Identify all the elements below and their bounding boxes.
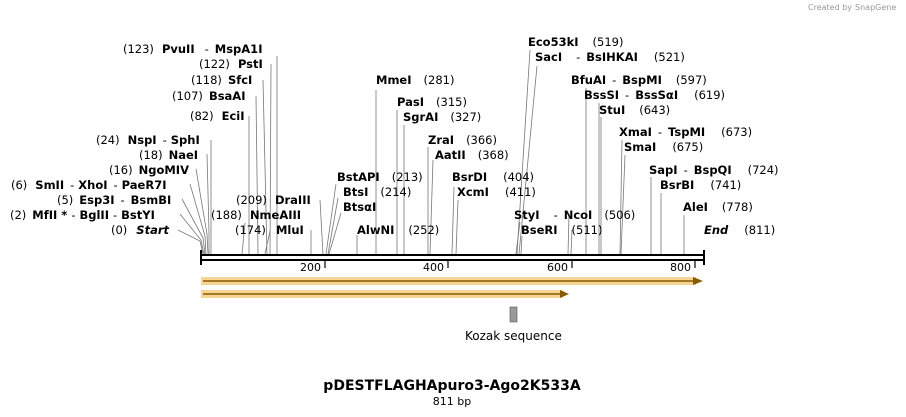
leader-bsrdi [451, 186, 455, 255]
leader-btsai [328, 212, 342, 255]
leader-xmai [619, 139, 623, 255]
site-esp3i[interactable]: (5) Esp3I - BsmBI [57, 193, 171, 207]
site-alei[interactable]: AleI (778) [683, 200, 753, 214]
leader-btsi [327, 197, 339, 255]
site-sfci[interactable]: (118) SfcI [191, 73, 252, 87]
site-naei[interactable]: (18) NaeI [139, 148, 198, 162]
site-bsaai[interactable]: (107) BsaAI [172, 89, 246, 103]
tick-label-800: 800 [670, 261, 691, 274]
leader-ncoi [567, 214, 570, 255]
leader-511 [570, 229, 573, 255]
site-saci[interactable]: SacI - BsIHKAI (521) [535, 50, 685, 64]
site-bsrbi[interactable]: BsrBI (741) [660, 178, 741, 192]
leader-naei [206, 153, 210, 254]
site-ngomiv[interactable]: (16) NgoMIV [109, 163, 189, 177]
site-btsi[interactable]: BtsI (214) [343, 185, 411, 199]
tick-label-200: 200 [300, 261, 321, 274]
leader-start [177, 229, 204, 255]
site-alwni[interactable]: AlwNI (252) [357, 223, 439, 237]
leader-esp3i [181, 198, 206, 255]
leader-bsaai [255, 95, 259, 255]
features: Kozak sequence [201, 277, 703, 343]
restriction-site-labels: (0) Start (2) MfII * - BglII - BstYI (5) Esp3I -… [10, 35, 779, 237]
site-smai[interactable]: SmaI (675) [624, 140, 703, 154]
leader-sfci [262, 79, 268, 255]
site-xcmi[interactable]: XcmI (411) [457, 185, 536, 199]
leader-mfii [179, 213, 205, 255]
backbone [200, 250, 705, 265]
site-sapi[interactable]: SapI - BspQI (724) [649, 163, 779, 177]
site-mfii[interactable]: (2) MfII * - BglII - BstYI [10, 208, 155, 222]
orf-arrow-partial[interactable] [201, 290, 569, 298]
site-xmai[interactable]: XmaI - TspMI (673) [619, 125, 752, 139]
leader-xcmi [455, 199, 459, 255]
site-btsai[interactable]: BtsαI [343, 200, 376, 214]
site-zrai[interactable]: ZraI (366) [428, 133, 497, 147]
site-bsrdi[interactable]: BsrDI (404) [452, 170, 534, 184]
leader-mlui [264, 230, 271, 255]
leader-eco53ki [516, 49, 531, 255]
site-bseri[interactable]: BseRI (511) [521, 223, 602, 237]
kozak-sequence-label: Kozak sequence [465, 329, 562, 343]
site-psti[interactable]: (122) PstI [199, 57, 263, 71]
map-length: 811 bp [433, 395, 471, 408]
site-mlui[interactable]: (174) MluI [235, 223, 304, 237]
site-aatii[interactable]: AatII (368) [435, 148, 509, 162]
leader-smai [620, 154, 626, 255]
leader-smii [189, 183, 207, 255]
site-smii[interactable]: (6) SmII - XhoI - PaeR7I [11, 178, 167, 192]
leader-psti [269, 63, 272, 255]
leader-styi [515, 221, 521, 255]
site-bsssi[interactable]: BssSI - BssSαI (619) [584, 88, 725, 102]
tick-label-600: 600 [547, 261, 568, 274]
map-title: pDESTFLAGHApuro3-Ago2K533A [323, 378, 581, 394]
leader-aatii [429, 159, 434, 255]
leader-ngomiv [195, 168, 209, 255]
site-leader-lines [177, 49, 685, 255]
leader-saci [518, 65, 538, 255]
site-pasi[interactable]: PasI (315) [397, 95, 467, 109]
site-start[interactable]: (0) Start [111, 223, 170, 237]
leader-bstapi [325, 183, 337, 255]
site-ecii[interactable]: (82) EciI [190, 109, 245, 123]
site-draiii[interactable]: (209) DraIII [236, 193, 311, 207]
created-by-credit: Created by SnapGene [808, 3, 896, 12]
leader-bseri [520, 235, 523, 255]
orf-arrow-full[interactable] [201, 277, 703, 285]
site-nmeaiii[interactable]: (188) NmeAIII [211, 208, 301, 222]
site-end[interactable]: End (811) [704, 223, 775, 237]
tick-label-400: 400 [423, 261, 444, 274]
site-stui[interactable]: StuI (643) [599, 103, 670, 117]
site-mmei[interactable]: MmeI (281) [376, 73, 454, 87]
site-sgrai[interactable]: SgrAI (327) [403, 110, 481, 124]
site-pvuii[interactable]: (123) PvuII - MspA1I [123, 42, 262, 56]
kozak-sequence-box[interactable] [509, 306, 518, 323]
leader-nmeaiii [241, 222, 246, 255]
site-bfuai[interactable]: BfuAI - BspMI (597) [571, 73, 707, 87]
site-nspi[interactable]: (24) NspI - SphI [96, 133, 200, 147]
site-styi[interactable]: StyI - NcoI (506) [514, 208, 635, 222]
leader-draiii [319, 199, 324, 255]
site-eco53ki[interactable]: Eco53kI (519) [528, 35, 623, 49]
axis-ticks: 200 400 600 800 [300, 260, 696, 274]
site-bstapi[interactable]: BstAPI (213) [337, 170, 423, 184]
